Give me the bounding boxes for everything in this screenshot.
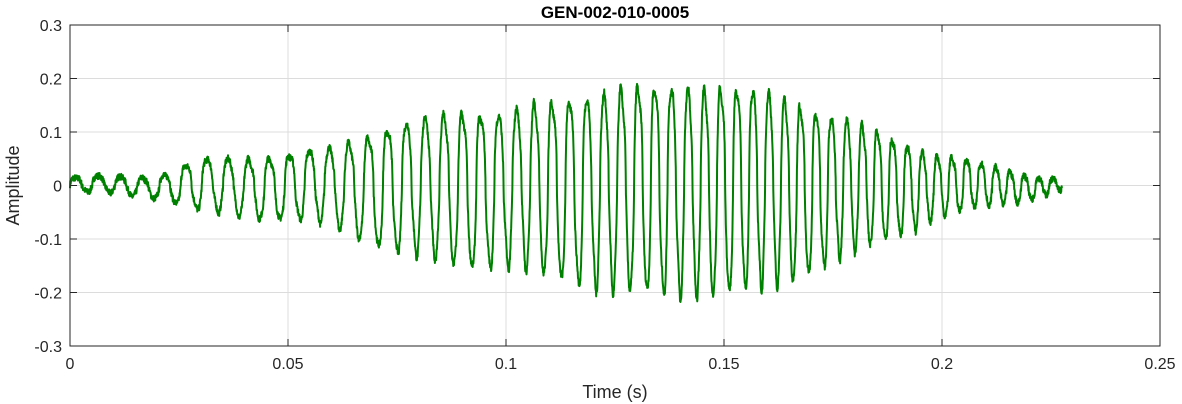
y-tick-label: -0.2 — [34, 286, 62, 303]
y-tick-label: 0.3 — [40, 18, 62, 35]
y-tick-label: 0 — [53, 179, 62, 196]
y-tick-label: 0.2 — [40, 72, 62, 89]
x-tick-label: 0.15 — [708, 356, 739, 373]
x-tick-label: 0.05 — [272, 356, 303, 373]
x-tick-label: 0.2 — [931, 356, 953, 373]
y-tick-label: -0.3 — [34, 339, 62, 356]
axis-ticks: 0 0.05 0.1 0.15 0.2 0.25 -0.3 -0.2 -0.1 0 0.1 0.2 0.… — [34, 18, 1175, 373]
y-axis-label: Amplitude — [3, 145, 23, 225]
y-tick-label: -0.1 — [34, 232, 62, 249]
plot-area — [69, 82, 1063, 303]
y-tick-label: 0.1 — [40, 125, 62, 142]
grid — [70, 25, 1160, 346]
chart-title: GEN-002-010-0005 — [541, 3, 689, 22]
waveform-series-line — [69, 82, 1063, 303]
x-tick-label: 0.25 — [1144, 356, 1175, 373]
x-tick-label: 0.1 — [495, 356, 517, 373]
x-axis-label: Time (s) — [582, 382, 647, 402]
x-tick-label: 0 — [66, 356, 75, 373]
